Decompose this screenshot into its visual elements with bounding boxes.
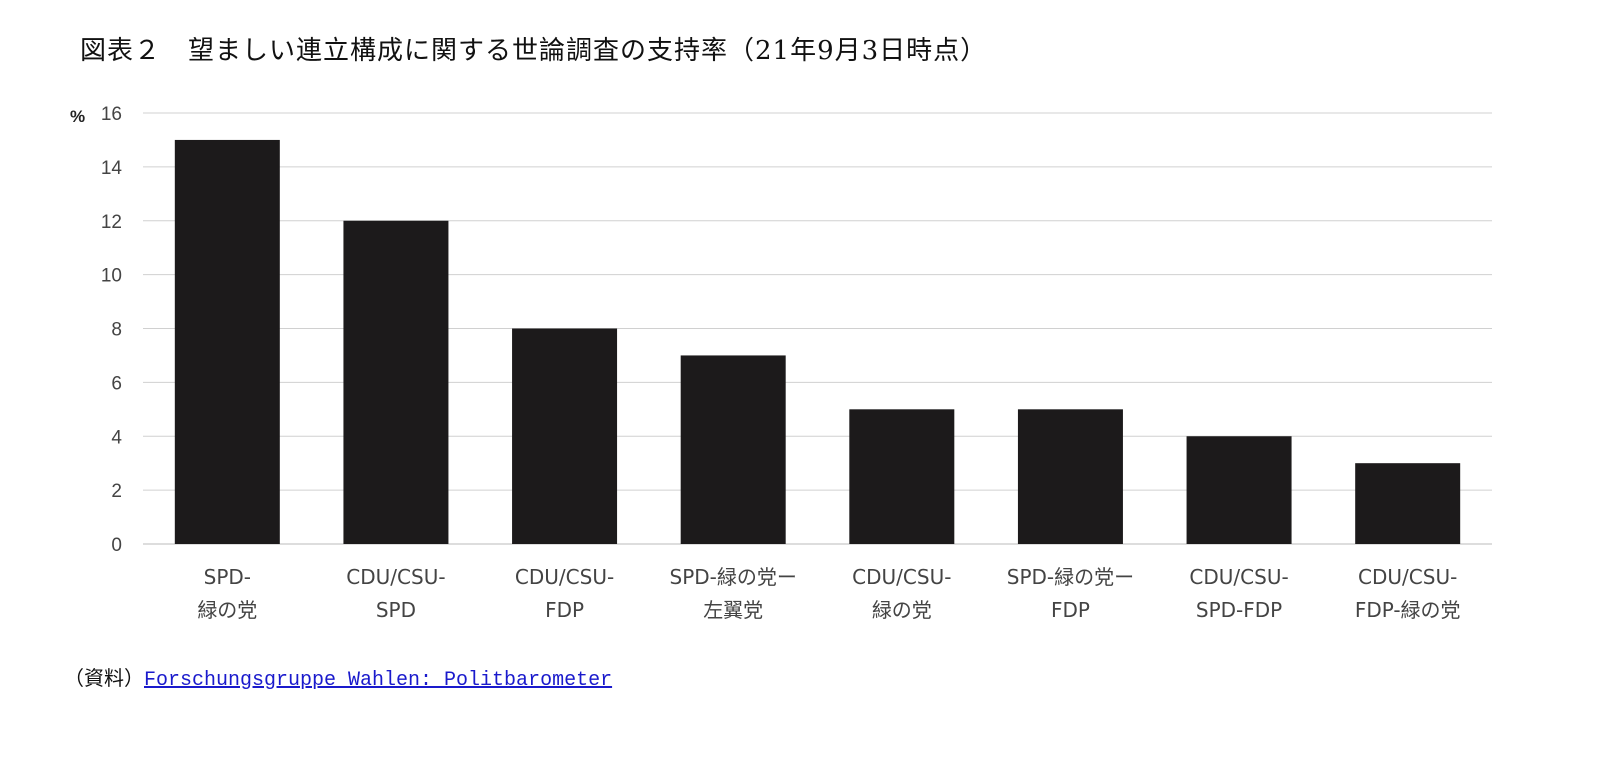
y-tick-label: 14 bbox=[101, 158, 123, 179]
y-tick-label: 12 bbox=[101, 212, 122, 233]
x-tick-label: SPD bbox=[376, 598, 416, 622]
x-tick-label: CDU/CSU- bbox=[346, 565, 445, 589]
x-tick-label: FDP bbox=[545, 598, 584, 622]
x-tick-label: CDU/CSU- bbox=[1358, 565, 1457, 589]
source-prefix: （資料） bbox=[64, 666, 144, 690]
source-link[interactable]: Forschungsgruppe Wahlen: Politbarometer bbox=[144, 669, 613, 692]
bar bbox=[1017, 409, 1123, 544]
x-tick-label: SPD-緑の党ー bbox=[670, 565, 797, 589]
y-axis-unit: % bbox=[70, 107, 85, 126]
x-tick-label: FDP bbox=[1051, 598, 1090, 622]
y-tick-label: 2 bbox=[111, 481, 122, 502]
bar bbox=[174, 139, 280, 544]
y-tick-label: 4 bbox=[111, 427, 122, 448]
chart-title: 図表２ 望ましい連立構成に関する世論調査の支持率（21年9月3日時点） bbox=[80, 36, 988, 66]
y-tick-label: 8 bbox=[111, 320, 122, 341]
source-note: （資料）Forschungsgruppe Wahlen: Politbarome… bbox=[64, 662, 612, 692]
y-tick-label: 0 bbox=[111, 535, 122, 556]
bar bbox=[1186, 436, 1292, 544]
x-tick-label: CDU/CSU- bbox=[515, 565, 614, 589]
y-tick-label: 6 bbox=[111, 373, 122, 394]
x-tick-label: 左翼党 bbox=[703, 598, 763, 622]
bar bbox=[849, 409, 955, 544]
x-tick-label: 緑の党 bbox=[197, 598, 257, 622]
bar bbox=[680, 355, 786, 544]
x-tick-label: SPD-FDP bbox=[1196, 598, 1282, 622]
x-tick-label: CDU/CSU- bbox=[1189, 565, 1288, 589]
y-tick-label: 16 bbox=[101, 104, 122, 125]
x-tick-label: SPD-緑の党ー bbox=[1007, 565, 1134, 589]
bar bbox=[343, 220, 449, 544]
bar bbox=[512, 328, 618, 544]
x-tick-label: FDP-緑の党 bbox=[1355, 598, 1461, 622]
x-tick-label: CDU/CSU- bbox=[852, 565, 951, 589]
x-tick-label: SPD- bbox=[204, 565, 251, 589]
bar-chart: 0 2 4 6 8 10 12 14 16% SPD- 緑の党 CDU/CSU- SPD CDU/CSU-… bbox=[70, 104, 1492, 622]
x-tick-label: 緑の党 bbox=[872, 598, 932, 622]
y-tick-label: 10 bbox=[101, 266, 122, 287]
bar bbox=[1355, 463, 1461, 544]
